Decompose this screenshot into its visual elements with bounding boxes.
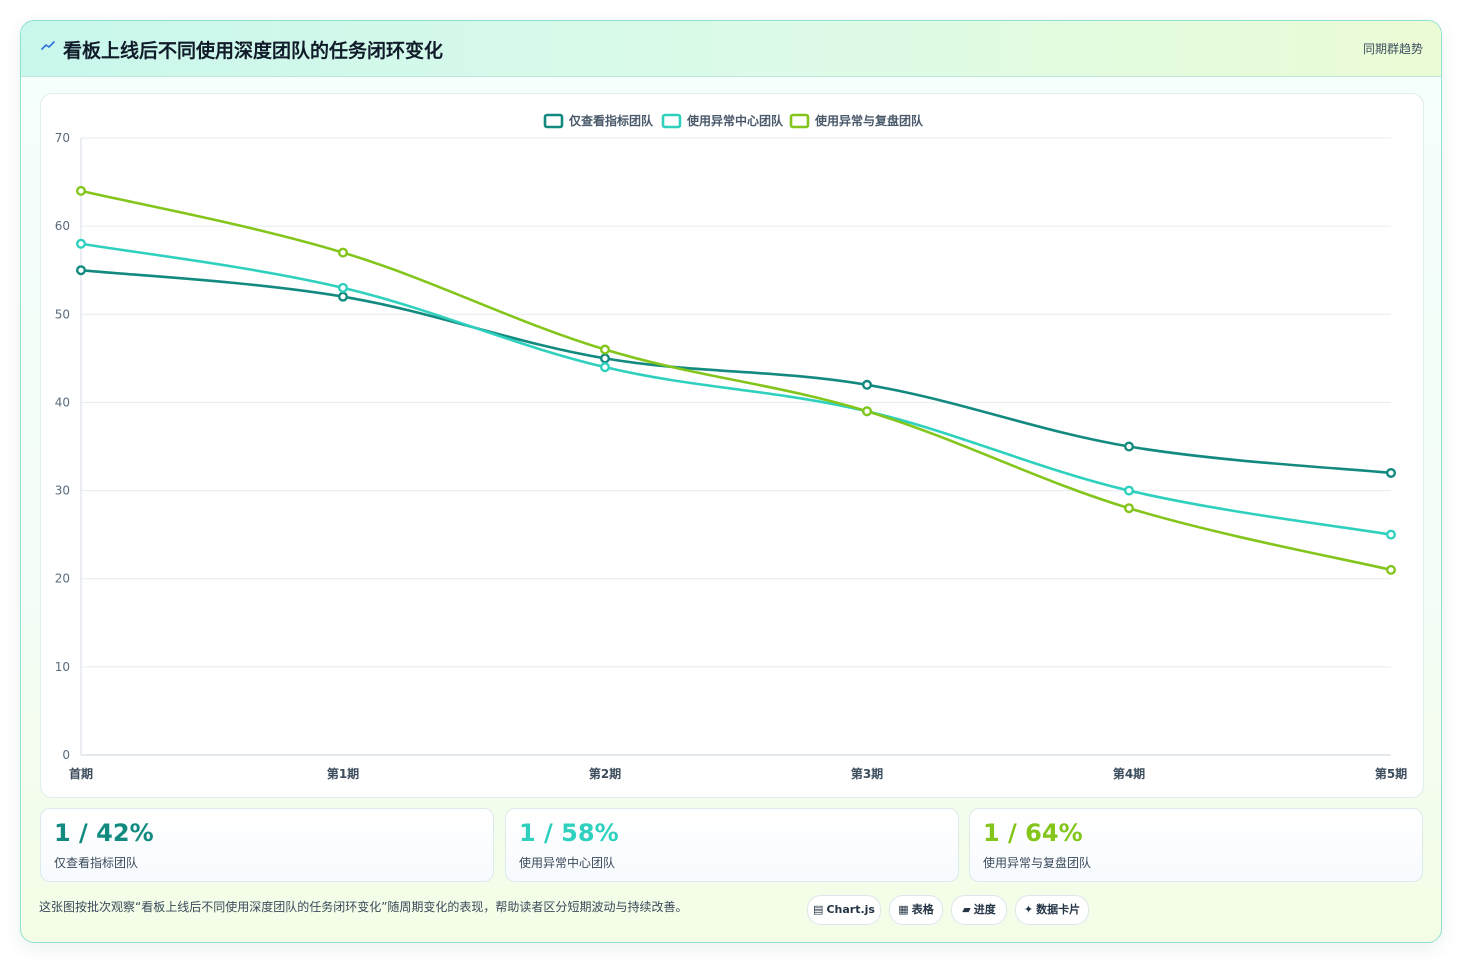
stat-label: 使用异常与复盘团队 xyxy=(983,856,1092,870)
stat-value: 1 / 64% xyxy=(983,819,1083,847)
data-point[interactable] xyxy=(76,238,87,249)
x-tick-label: 第5期 xyxy=(1375,766,1407,781)
data-point[interactable] xyxy=(338,291,349,302)
chip-label: Chart.js xyxy=(826,903,875,916)
data-point[interactable] xyxy=(600,344,611,355)
chart-panel: 0 10 20 30 40 50 60 70 首期 第1期 第2期 第3期 第4期 第5期 仅查看指标团队 使… xyxy=(40,93,1424,798)
y-tick-label: 30 xyxy=(55,484,70,498)
stat-value: 1 / 42% xyxy=(54,819,154,847)
data-point[interactable] xyxy=(862,379,873,390)
data-point[interactable] xyxy=(600,362,611,373)
data-point[interactable] xyxy=(1123,503,1134,514)
series-line-1 xyxy=(79,268,1393,475)
data-point[interactable] xyxy=(76,265,87,276)
y-tick-label: 40 xyxy=(55,395,70,409)
data-point[interactable] xyxy=(1123,441,1134,452)
trend-icon xyxy=(41,41,55,50)
legend-swatch[interactable] xyxy=(789,113,810,129)
card-header: 看板上线后不同使用深度团队的任务闭环变化 同期群趋势 xyxy=(21,21,1441,77)
series-line-2 xyxy=(79,242,1393,536)
x-tick-label: 第1期 xyxy=(327,766,359,781)
chip-label: 表格 xyxy=(911,903,934,916)
stat-card-anomaly-review: 1 / 64% 使用异常与复盘团队 xyxy=(969,808,1423,882)
legend-swatch[interactable] xyxy=(543,113,564,129)
chip-label: 进度 xyxy=(973,903,996,916)
y-tick-label: 10 xyxy=(55,660,70,674)
data-point[interactable] xyxy=(600,353,611,364)
stat-label: 仅查看指标团队 xyxy=(54,856,139,870)
x-tick-label: 第3期 xyxy=(851,766,883,781)
series-line-3 xyxy=(79,189,1393,572)
y-tick-label: 20 xyxy=(55,572,70,586)
x-tick-label: 首期 xyxy=(69,766,93,781)
data-point[interactable] xyxy=(1385,529,1396,540)
data-point[interactable] xyxy=(1385,564,1396,575)
chart-icon: ▤ xyxy=(813,903,824,916)
page-title: 看板上线后不同使用深度团队的任务闭环变化 xyxy=(63,40,444,62)
chip-chartjs[interactable]: ▤ Chart.js xyxy=(807,895,881,925)
chip-data-card[interactable]: ✦ 数据卡片 xyxy=(1015,895,1089,925)
legend-swatch[interactable] xyxy=(661,113,682,129)
chip-table[interactable]: ▦ 表格 xyxy=(889,895,943,925)
data-point[interactable] xyxy=(76,185,87,196)
stat-label: 使用异常中心团队 xyxy=(519,856,616,870)
progress-icon: ▰ xyxy=(962,903,971,916)
y-tick-label: 50 xyxy=(55,307,70,321)
table-icon: ▦ xyxy=(898,903,909,916)
legend-label[interactable]: 仅查看指标团队 xyxy=(568,113,654,128)
chip-label: 数据卡片 xyxy=(1036,903,1081,916)
data-point[interactable] xyxy=(338,282,349,293)
data-point[interactable] xyxy=(1385,467,1396,478)
line-chart: 0 10 20 30 40 50 60 70 首期 第1期 第2期 第3期 第4期 第5期 仅查看指标团队 使… xyxy=(55,113,1407,781)
header-tag: 同期群趋势 xyxy=(1362,42,1423,56)
data-point[interactable] xyxy=(338,247,349,258)
stat-card-view-only: 1 / 42% 仅查看指标团队 xyxy=(40,808,494,882)
chart-footnote: 这张图按批次观察“看板上线后不同使用深度团队的任务闭环变化”随周期变化的表现，帮… xyxy=(39,900,688,914)
data-point[interactable] xyxy=(1123,485,1134,496)
report-card: 看板上线后不同使用深度团队的任务闭环变化 同期群趋势 0 10 20 30 40 50 60… xyxy=(20,20,1442,943)
chip-progress[interactable]: ▰ 进度 xyxy=(951,895,1007,925)
stat-card-anomaly-center: 1 / 58% 使用异常中心团队 xyxy=(505,808,959,882)
x-tick-label: 第2期 xyxy=(589,766,621,781)
y-tick-label: 0 xyxy=(62,748,70,762)
stat-value: 1 / 58% xyxy=(519,819,619,847)
sparkle-icon: ✦ xyxy=(1023,903,1034,916)
legend-label[interactable]: 使用异常与复盘团队 xyxy=(814,113,924,128)
y-tick-label: 60 xyxy=(55,219,70,233)
x-tick-label: 第4期 xyxy=(1113,766,1145,781)
y-tick-label: 70 xyxy=(55,131,70,145)
data-point[interactable] xyxy=(862,406,873,417)
legend-label[interactable]: 使用异常中心团队 xyxy=(686,113,784,128)
